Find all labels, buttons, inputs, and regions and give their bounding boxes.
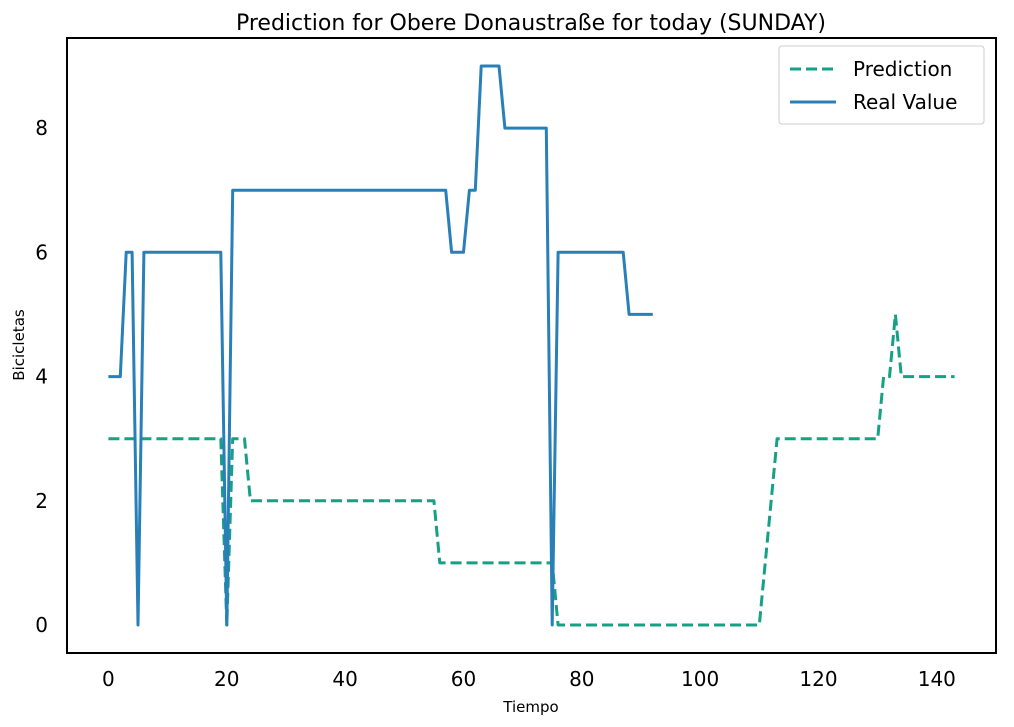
y-axis: 0 2 4 6 8 (35, 116, 48, 637)
plot-area (108, 64, 955, 627)
x-tick-label: 120 (799, 667, 837, 691)
legend-box (778, 45, 985, 125)
x-tick-label: 100 (681, 667, 719, 691)
x-tick-label: 140 (918, 667, 956, 691)
legend: Prediction Real Value (778, 45, 985, 125)
plot-frame (66, 37, 997, 654)
y-tick-label: 4 (35, 365, 48, 389)
x-tick-label: 0 (102, 667, 115, 691)
y-axis-label: Bicicletas (10, 309, 28, 381)
x-axis: 0 20 40 60 80 100 120 140 (102, 667, 956, 691)
x-tick-label: 20 (214, 667, 239, 691)
y-tick-label: 2 (35, 489, 48, 513)
y-tick-label: 6 (35, 240, 48, 264)
chart-title: Prediction for Obere Donaustraße for tod… (236, 11, 826, 36)
series-line-prediction (108, 312, 955, 627)
legend-label: Real Value (853, 90, 957, 114)
x-tick-label: 80 (569, 667, 594, 691)
x-tick-label: 60 (451, 667, 476, 691)
x-tick-label: 40 (332, 667, 357, 691)
x-axis-label: Tiempo (502, 698, 558, 716)
y-tick-label: 0 (35, 613, 48, 637)
legend-label: Prediction (853, 57, 952, 81)
series-line-real-value (108, 64, 653, 627)
y-tick-label: 8 (35, 116, 48, 140)
